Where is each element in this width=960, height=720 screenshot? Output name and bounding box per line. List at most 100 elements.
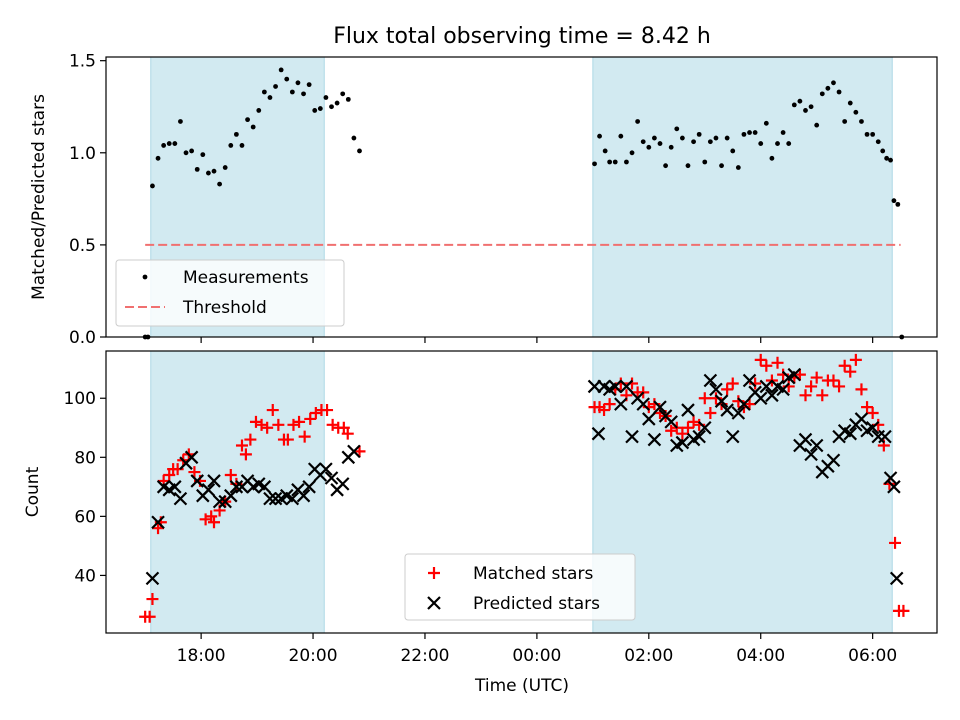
top-y-axis-label: Matched/Predicted stars xyxy=(29,94,49,300)
predicted-star-point xyxy=(173,491,188,506)
predicted-star-point xyxy=(151,515,165,530)
matched-star-point xyxy=(704,407,717,420)
measurement-point xyxy=(769,155,775,161)
matched-star-point xyxy=(889,536,902,549)
measurement-point xyxy=(847,100,853,106)
predicted-star-point xyxy=(692,429,706,444)
measurement-point xyxy=(668,144,674,150)
predicted-star-point xyxy=(285,491,300,506)
predicted-star-point xyxy=(229,480,244,494)
measurement-point xyxy=(211,168,217,174)
measurement-point xyxy=(267,95,273,100)
measurement-point xyxy=(775,141,780,146)
matched-star-point xyxy=(304,412,317,425)
predicted-star-point xyxy=(731,406,746,420)
matched-star-point xyxy=(205,510,218,523)
top-y-tick-label: 0.0 xyxy=(69,328,96,348)
measurement-point xyxy=(888,157,893,163)
matched-star-point xyxy=(810,371,823,384)
matched-star-point xyxy=(849,353,862,366)
predicted-star-point xyxy=(664,415,678,429)
measurement-point xyxy=(256,108,262,113)
measurement-point xyxy=(323,95,329,100)
measurement-point xyxy=(859,119,864,124)
measurement-point xyxy=(597,133,602,139)
predicted-star-point xyxy=(636,397,650,411)
legend-measurements-label: Measurements xyxy=(183,268,309,288)
predicted-star-point xyxy=(725,429,740,444)
matched-star-point xyxy=(321,404,334,417)
measurement-point xyxy=(284,76,290,82)
measurement-point xyxy=(340,91,346,97)
measurement-point xyxy=(624,159,629,165)
predicted-star-point xyxy=(184,450,199,465)
matched-star-point xyxy=(143,610,156,623)
measurement-point xyxy=(278,67,284,73)
predicted-star-point xyxy=(854,412,869,426)
measurement-point xyxy=(612,159,618,165)
measurement-point xyxy=(334,100,340,106)
matched-star-point xyxy=(838,359,851,372)
predicted-star-point xyxy=(224,488,238,503)
measurement-point xyxy=(607,159,613,165)
measurement-point xyxy=(713,135,719,141)
measurement-point xyxy=(245,117,250,123)
measurement-point xyxy=(301,91,306,97)
measurement-point xyxy=(289,89,295,95)
measurement-point xyxy=(891,198,897,204)
legend-predicted-label: Predicted stars xyxy=(473,594,600,614)
matched-star-point xyxy=(676,427,689,440)
predicted-star-point xyxy=(302,480,316,494)
measurement-point xyxy=(351,135,357,141)
x-tick-label: 22:00 xyxy=(400,646,449,666)
x-tick-label: 18:00 xyxy=(177,646,226,666)
matched-star-point xyxy=(698,392,711,405)
measurement-point xyxy=(345,96,351,102)
predicted-star-point xyxy=(737,397,751,411)
predicted-star-point xyxy=(887,480,901,494)
matched-star-point xyxy=(224,469,237,482)
x-tick-label: 04:00 xyxy=(736,646,785,666)
measurement-point xyxy=(696,131,702,137)
measurement-point xyxy=(150,183,155,189)
predicted-star-point xyxy=(625,429,639,444)
legend-predicted-marker xyxy=(427,596,441,610)
measurement-point xyxy=(691,139,696,145)
predicted-star-point xyxy=(809,438,824,453)
bottom-axes-frame xyxy=(105,350,938,634)
predicted-star-point xyxy=(212,494,227,509)
bottom-panel: 40 60 80 100 18:00 20:00 22:00 00:00 02:00 04:00… xyxy=(23,350,938,696)
top-shaded-interval-1 xyxy=(592,56,893,338)
matched-star-point xyxy=(799,389,812,402)
top-y-tick-label: 1.5 xyxy=(69,52,96,72)
predicted-star-point xyxy=(324,471,339,485)
predicted-star-point xyxy=(878,429,892,444)
measurement-point xyxy=(161,143,167,148)
measurement-point xyxy=(306,82,312,88)
measurement-point xyxy=(155,155,161,161)
measurement-point xyxy=(791,102,797,108)
predicted-star-point xyxy=(257,480,272,494)
predicted-star-point xyxy=(168,480,182,494)
measurement-point xyxy=(880,148,886,154)
x-tick-label: 02:00 xyxy=(624,646,673,666)
measurement-point xyxy=(702,159,708,165)
predicted-star-point xyxy=(296,488,311,503)
measurement-point xyxy=(200,152,206,158)
measurement-point xyxy=(317,106,323,111)
matched-star-point xyxy=(281,433,294,446)
legend-measurements-marker xyxy=(142,274,148,280)
predicted-star-point xyxy=(207,474,221,488)
matched-star-point xyxy=(266,404,279,417)
matched-star-point xyxy=(726,377,739,390)
bottom-y-tick-label: 40 xyxy=(74,566,96,586)
predicted-star-point xyxy=(347,444,361,459)
predicted-star-point xyxy=(787,367,802,382)
matched-star-point xyxy=(261,421,274,434)
matched-star-point xyxy=(326,418,339,431)
predicted-star-point xyxy=(675,435,690,450)
predicted-star-point xyxy=(826,453,841,468)
matched-star-point xyxy=(897,604,910,617)
matched-star-point xyxy=(827,374,840,387)
predicted-star-point xyxy=(591,426,606,441)
